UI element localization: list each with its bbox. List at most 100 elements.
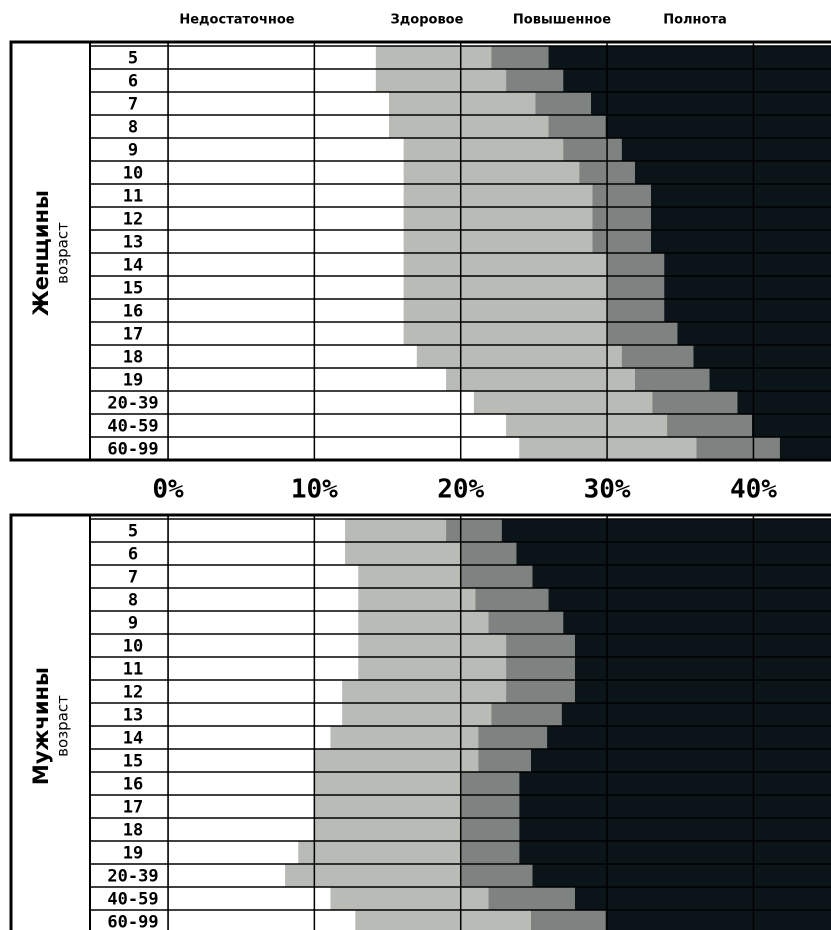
category-label: 60-99 bbox=[107, 440, 158, 460]
category-label: 7 bbox=[128, 568, 138, 588]
bar-segment bbox=[607, 253, 665, 276]
bar-segment bbox=[168, 749, 315, 772]
bar-segment bbox=[563, 69, 831, 92]
bar-segment bbox=[168, 414, 507, 437]
category-label: 40-59 bbox=[107, 417, 158, 437]
category-label: 9 bbox=[128, 141, 138, 161]
category-label: 19 bbox=[123, 371, 143, 391]
bar-segment bbox=[561, 703, 831, 726]
bar-segment bbox=[168, 322, 404, 345]
bar-segment bbox=[375, 69, 507, 92]
bar-segment bbox=[416, 345, 622, 368]
bar-segment bbox=[548, 115, 606, 138]
bar-segment bbox=[403, 276, 608, 299]
bar-segment bbox=[168, 437, 520, 460]
bar-segment bbox=[650, 184, 831, 207]
category-label: 6 bbox=[128, 72, 138, 92]
bar-segment bbox=[709, 368, 831, 391]
legend-entry: Здоровое bbox=[391, 13, 464, 28]
bar-segment bbox=[168, 772, 315, 795]
bar-segment bbox=[168, 841, 299, 864]
bar-segment bbox=[168, 345, 417, 368]
bar-segment bbox=[574, 634, 831, 657]
bar-segment bbox=[358, 657, 507, 680]
bar-segment bbox=[563, 138, 622, 161]
bar-segment bbox=[460, 795, 520, 818]
bar-segment bbox=[168, 519, 346, 542]
bar-segment bbox=[168, 69, 376, 92]
bar-segment bbox=[779, 437, 831, 460]
bar-segment bbox=[488, 887, 575, 910]
bar-segment bbox=[491, 703, 562, 726]
bar-segment bbox=[168, 565, 359, 588]
bar-segment bbox=[168, 818, 315, 841]
bar-segment bbox=[403, 184, 593, 207]
bar-segment bbox=[168, 726, 331, 749]
x-tick-label: 0% bbox=[152, 475, 184, 505]
category-label: 17 bbox=[123, 798, 143, 818]
bar-segment bbox=[168, 910, 356, 930]
bar-segment bbox=[389, 115, 549, 138]
bar-segment bbox=[519, 772, 831, 795]
bar-segment bbox=[530, 910, 606, 930]
bar-segment bbox=[375, 46, 492, 69]
category-label: 9 bbox=[128, 614, 138, 634]
bar-segment bbox=[168, 864, 286, 887]
category-label: 16 bbox=[123, 302, 143, 322]
x-tick-label: 10% bbox=[291, 475, 338, 505]
bar-segment bbox=[634, 161, 831, 184]
bar-segment bbox=[342, 680, 507, 703]
bar-segment bbox=[532, 864, 831, 887]
x-tick-label: 20% bbox=[437, 475, 484, 505]
bar-segment bbox=[403, 207, 593, 230]
bar-segment bbox=[664, 299, 831, 322]
bar-segment bbox=[314, 749, 479, 772]
bar-segment bbox=[506, 414, 668, 437]
bar-segment bbox=[403, 138, 564, 161]
bar-segment bbox=[519, 841, 831, 864]
bar-segment bbox=[403, 299, 608, 322]
category-label: 14 bbox=[123, 256, 143, 276]
bar-segment bbox=[506, 657, 575, 680]
bar-segment bbox=[345, 542, 461, 565]
bar-segment bbox=[460, 841, 520, 864]
bar-segment bbox=[298, 841, 461, 864]
category-label: 17 bbox=[123, 325, 143, 345]
bar-segment bbox=[478, 726, 548, 749]
bar-segment bbox=[460, 818, 520, 841]
bar-segment bbox=[168, 230, 404, 253]
legend-entry: Недостаточное bbox=[179, 13, 294, 28]
category-label: 8 bbox=[128, 118, 138, 138]
bar-segment bbox=[446, 519, 502, 542]
category-label: 20-39 bbox=[107, 867, 158, 887]
bar-segment bbox=[667, 414, 752, 437]
bar-segment bbox=[506, 634, 575, 657]
axis-label: возраст bbox=[54, 222, 72, 284]
bar-segment bbox=[168, 46, 376, 69]
category-label: 12 bbox=[123, 210, 143, 230]
bar-segment bbox=[342, 703, 492, 726]
bar-segment bbox=[330, 887, 489, 910]
bar-segment bbox=[168, 887, 331, 910]
category-label: 7 bbox=[128, 95, 138, 115]
bar-segment bbox=[168, 253, 404, 276]
bar-segment bbox=[592, 207, 651, 230]
group-label: Женщины bbox=[29, 190, 53, 316]
legend-entry: Полнота bbox=[663, 13, 727, 28]
category-label: 15 bbox=[123, 279, 143, 299]
bar-segment bbox=[168, 680, 343, 703]
bar-segment bbox=[519, 818, 831, 841]
category-label: 11 bbox=[123, 187, 143, 207]
category-label: 14 bbox=[123, 729, 143, 749]
category-label: 10 bbox=[123, 164, 143, 184]
bar-segment bbox=[314, 818, 461, 841]
panel-frame bbox=[9, 40, 831, 462]
bar-segment bbox=[314, 795, 461, 818]
category-label: 5 bbox=[128, 49, 138, 69]
bar-segment bbox=[168, 703, 343, 726]
bar-segment bbox=[501, 519, 831, 542]
bar-segment bbox=[403, 322, 608, 345]
bar-segment bbox=[168, 115, 389, 138]
bar-segment bbox=[751, 414, 831, 437]
bar-segment bbox=[168, 634, 359, 657]
